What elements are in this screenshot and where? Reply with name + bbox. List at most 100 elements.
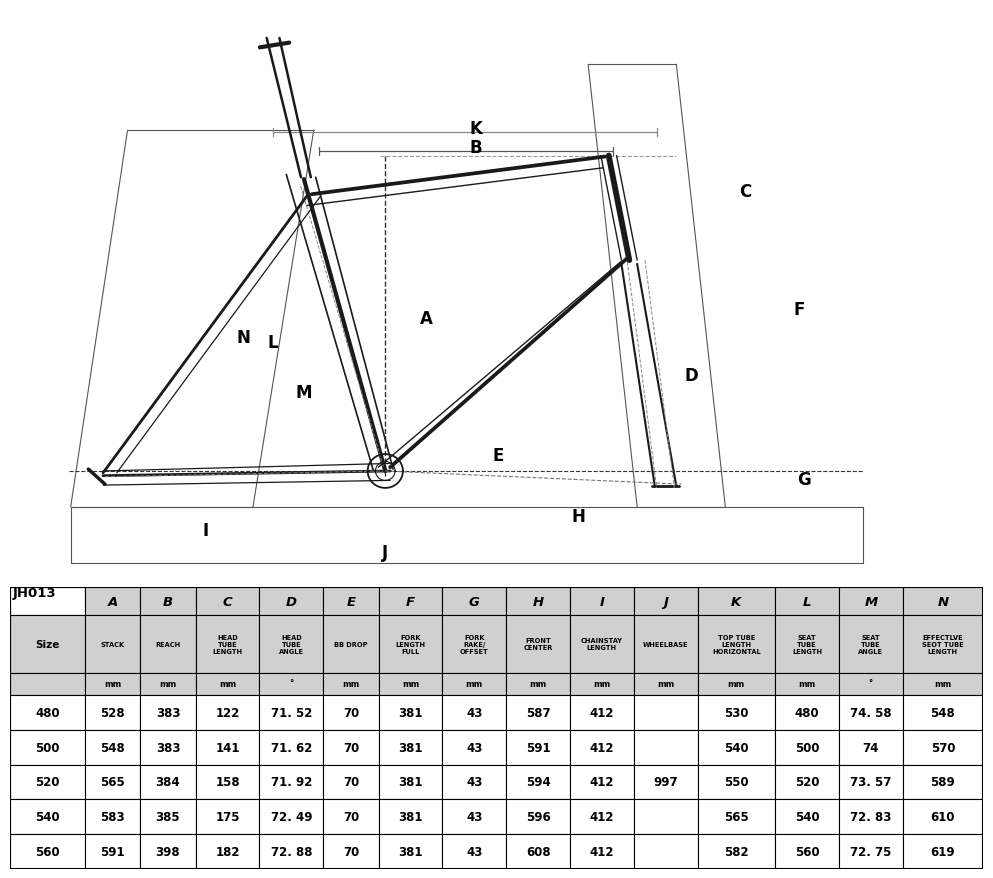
- Text: 560: 560: [794, 846, 819, 859]
- Bar: [10, 730, 84, 765]
- Bar: [323, 694, 378, 730]
- Text: F: F: [406, 594, 415, 608]
- Bar: [903, 800, 983, 834]
- Text: B: B: [469, 139, 482, 157]
- Bar: [84, 800, 140, 834]
- Text: 480: 480: [794, 706, 819, 719]
- Text: 997: 997: [653, 775, 678, 788]
- Text: B: B: [163, 594, 173, 608]
- Text: J: J: [382, 543, 388, 561]
- Text: 594: 594: [525, 775, 550, 788]
- Text: FORK
RAKE/
OFFSET: FORK RAKE/ OFFSET: [460, 634, 489, 654]
- Text: N: N: [937, 594, 948, 608]
- Bar: [10, 834, 84, 869]
- Text: 43: 43: [466, 706, 483, 719]
- Text: L: L: [802, 594, 811, 608]
- Bar: [140, 730, 196, 765]
- Text: 71. 52: 71. 52: [271, 706, 312, 719]
- Text: 71. 92: 71. 92: [271, 775, 312, 788]
- Bar: [84, 615, 140, 673]
- Text: 480: 480: [35, 706, 60, 719]
- Text: 70: 70: [343, 775, 359, 788]
- Text: 381: 381: [398, 741, 423, 753]
- Text: HEAD
TUBE
ANGLE: HEAD TUBE ANGLE: [279, 634, 304, 654]
- Text: I: I: [600, 594, 605, 608]
- Text: REACH: REACH: [155, 641, 181, 647]
- Bar: [506, 615, 570, 673]
- Text: M: M: [296, 384, 312, 401]
- Bar: [697, 765, 776, 800]
- Bar: [443, 587, 506, 615]
- Text: 500: 500: [35, 741, 60, 753]
- Text: mm: mm: [343, 680, 359, 688]
- Text: SEAT
TUBE
LENGTH: SEAT TUBE LENGTH: [792, 634, 822, 654]
- Bar: [903, 673, 983, 694]
- Bar: [378, 694, 443, 730]
- Text: 583: 583: [100, 810, 125, 824]
- Bar: [443, 615, 506, 673]
- Text: 520: 520: [794, 775, 819, 788]
- Text: 587: 587: [525, 706, 550, 719]
- Bar: [697, 615, 776, 673]
- Text: 608: 608: [525, 846, 550, 859]
- Bar: [323, 587, 378, 615]
- Bar: [570, 800, 634, 834]
- Text: H: H: [571, 507, 585, 526]
- Bar: [903, 730, 983, 765]
- Text: °: °: [289, 680, 294, 688]
- Bar: [378, 765, 443, 800]
- Bar: [378, 800, 443, 834]
- Bar: [378, 834, 443, 869]
- Bar: [140, 673, 196, 694]
- Bar: [903, 765, 983, 800]
- Text: 385: 385: [156, 810, 181, 824]
- Bar: [323, 834, 378, 869]
- Text: E: E: [493, 447, 503, 464]
- Text: 412: 412: [590, 775, 614, 788]
- Text: 500: 500: [794, 741, 819, 753]
- Bar: [259, 730, 323, 765]
- Bar: [259, 694, 323, 730]
- Bar: [140, 587, 196, 615]
- Text: 141: 141: [215, 741, 240, 753]
- Bar: [196, 765, 259, 800]
- Text: 565: 565: [100, 775, 125, 788]
- Bar: [10, 615, 84, 673]
- Bar: [196, 615, 259, 673]
- Bar: [140, 834, 196, 869]
- Bar: [776, 834, 839, 869]
- Text: 43: 43: [466, 810, 483, 824]
- Text: 72. 88: 72. 88: [270, 846, 312, 859]
- Text: 158: 158: [215, 775, 240, 788]
- Text: mm: mm: [798, 680, 815, 688]
- Text: 381: 381: [398, 775, 423, 788]
- Text: °: °: [869, 680, 873, 688]
- Text: C: C: [739, 184, 751, 201]
- Bar: [506, 765, 570, 800]
- Bar: [196, 800, 259, 834]
- Text: 70: 70: [343, 706, 359, 719]
- Text: 384: 384: [156, 775, 181, 788]
- Bar: [84, 834, 140, 869]
- Bar: [570, 694, 634, 730]
- Bar: [443, 730, 506, 765]
- Bar: [697, 694, 776, 730]
- Text: 73. 57: 73. 57: [850, 775, 892, 788]
- Text: N: N: [236, 329, 250, 347]
- Text: 548: 548: [100, 741, 125, 753]
- Bar: [697, 673, 776, 694]
- Bar: [634, 615, 697, 673]
- Text: 412: 412: [590, 741, 614, 753]
- Text: mm: mm: [104, 680, 121, 688]
- Text: mm: mm: [657, 680, 674, 688]
- Bar: [839, 730, 903, 765]
- Text: WHEELBASE: WHEELBASE: [642, 641, 688, 647]
- Bar: [196, 834, 259, 869]
- Bar: [570, 615, 634, 673]
- Text: 381: 381: [398, 810, 423, 824]
- Bar: [196, 730, 259, 765]
- Text: 381: 381: [398, 846, 423, 859]
- Text: 122: 122: [215, 706, 239, 719]
- Bar: [697, 800, 776, 834]
- Text: mm: mm: [728, 680, 745, 688]
